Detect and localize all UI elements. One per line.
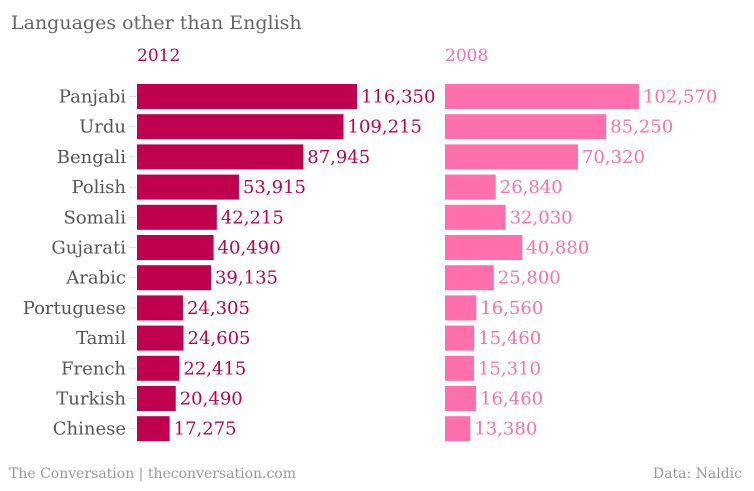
data-label-2012: 40,490 bbox=[218, 238, 281, 259]
bar-2008 bbox=[445, 265, 494, 291]
data-label-2008: 32,030 bbox=[510, 207, 573, 228]
bar-2012 bbox=[137, 265, 211, 291]
panel-label-2008: 2008 bbox=[445, 46, 489, 66]
data-label-2008: 16,460 bbox=[480, 389, 543, 410]
data-label-2008: 102,570 bbox=[643, 87, 717, 108]
category-label: Gujarati bbox=[51, 238, 126, 259]
data-label-2008: 70,320 bbox=[582, 147, 645, 168]
data-label-2008: 26,840 bbox=[500, 177, 563, 198]
data-label-2012: 17,275 bbox=[174, 419, 237, 440]
bar-2008 bbox=[445, 235, 523, 260]
bar-2008 bbox=[445, 84, 639, 109]
category-label: Portuguese bbox=[23, 298, 126, 319]
category-label: Tamil bbox=[76, 328, 126, 349]
data-label-2008: 15,460 bbox=[478, 328, 541, 349]
category-label: Somali bbox=[64, 207, 127, 228]
category-label: French bbox=[61, 358, 126, 379]
data-label-2008: 25,800 bbox=[498, 268, 561, 289]
data-label-2008: 16,560 bbox=[480, 298, 543, 319]
bar-2008 bbox=[445, 114, 607, 140]
data-label-2012: 87,945 bbox=[307, 147, 370, 168]
data-label-2008: 13,380 bbox=[474, 419, 537, 440]
bar-2012 bbox=[137, 325, 184, 351]
category-label: Urdu bbox=[79, 117, 126, 138]
bar-2008 bbox=[445, 325, 475, 351]
bar-2008 bbox=[445, 416, 471, 442]
bar-2012 bbox=[137, 144, 304, 170]
data-label-2008: 40,880 bbox=[526, 238, 589, 259]
data-label-2012: 20,490 bbox=[180, 389, 243, 410]
bar-2008 bbox=[445, 204, 506, 230]
category-label: Bengali bbox=[57, 147, 126, 168]
bar-2012 bbox=[137, 355, 180, 381]
bar-2008 bbox=[445, 295, 477, 321]
bar-2012 bbox=[137, 386, 176, 411]
data-label-2012: 24,605 bbox=[188, 328, 251, 349]
bar-2008 bbox=[445, 355, 474, 381]
data-label-2012: 53,915 bbox=[243, 177, 306, 198]
category-label: Panjabi bbox=[59, 87, 126, 108]
bar-2012 bbox=[137, 295, 183, 321]
bar-2008 bbox=[445, 174, 496, 200]
category-label: Arabic bbox=[65, 268, 126, 289]
bar-2012 bbox=[137, 174, 239, 200]
chart-title: Languages other than English bbox=[11, 12, 302, 34]
category-label: Turkish bbox=[56, 389, 126, 410]
bar-2012 bbox=[137, 84, 357, 109]
data-label-2012: 22,415 bbox=[183, 358, 246, 379]
data-label-2012: 109,215 bbox=[348, 117, 422, 138]
data-label-2012: 116,350 bbox=[361, 87, 435, 108]
bar-2008 bbox=[445, 144, 578, 170]
bar-2012 bbox=[137, 114, 344, 140]
panel-label-2012: 2012 bbox=[137, 46, 181, 66]
data-label-2012: 42,215 bbox=[221, 207, 284, 228]
bar-2012 bbox=[137, 235, 214, 260]
data-label-2012: 24,305 bbox=[187, 298, 250, 319]
data-label-2012: 39,135 bbox=[215, 268, 278, 289]
bar-2012 bbox=[137, 416, 170, 442]
data-label-2008: 15,310 bbox=[478, 358, 541, 379]
data-label-2008: 85,250 bbox=[610, 117, 673, 138]
data-source: Data: Naldic bbox=[652, 466, 742, 482]
category-label: Polish bbox=[71, 177, 126, 198]
category-label: Chinese bbox=[53, 419, 126, 440]
bar-2012 bbox=[137, 204, 217, 230]
bar-2008 bbox=[445, 386, 477, 411]
source-credit: The Conversation | theconversation.com bbox=[9, 466, 297, 482]
